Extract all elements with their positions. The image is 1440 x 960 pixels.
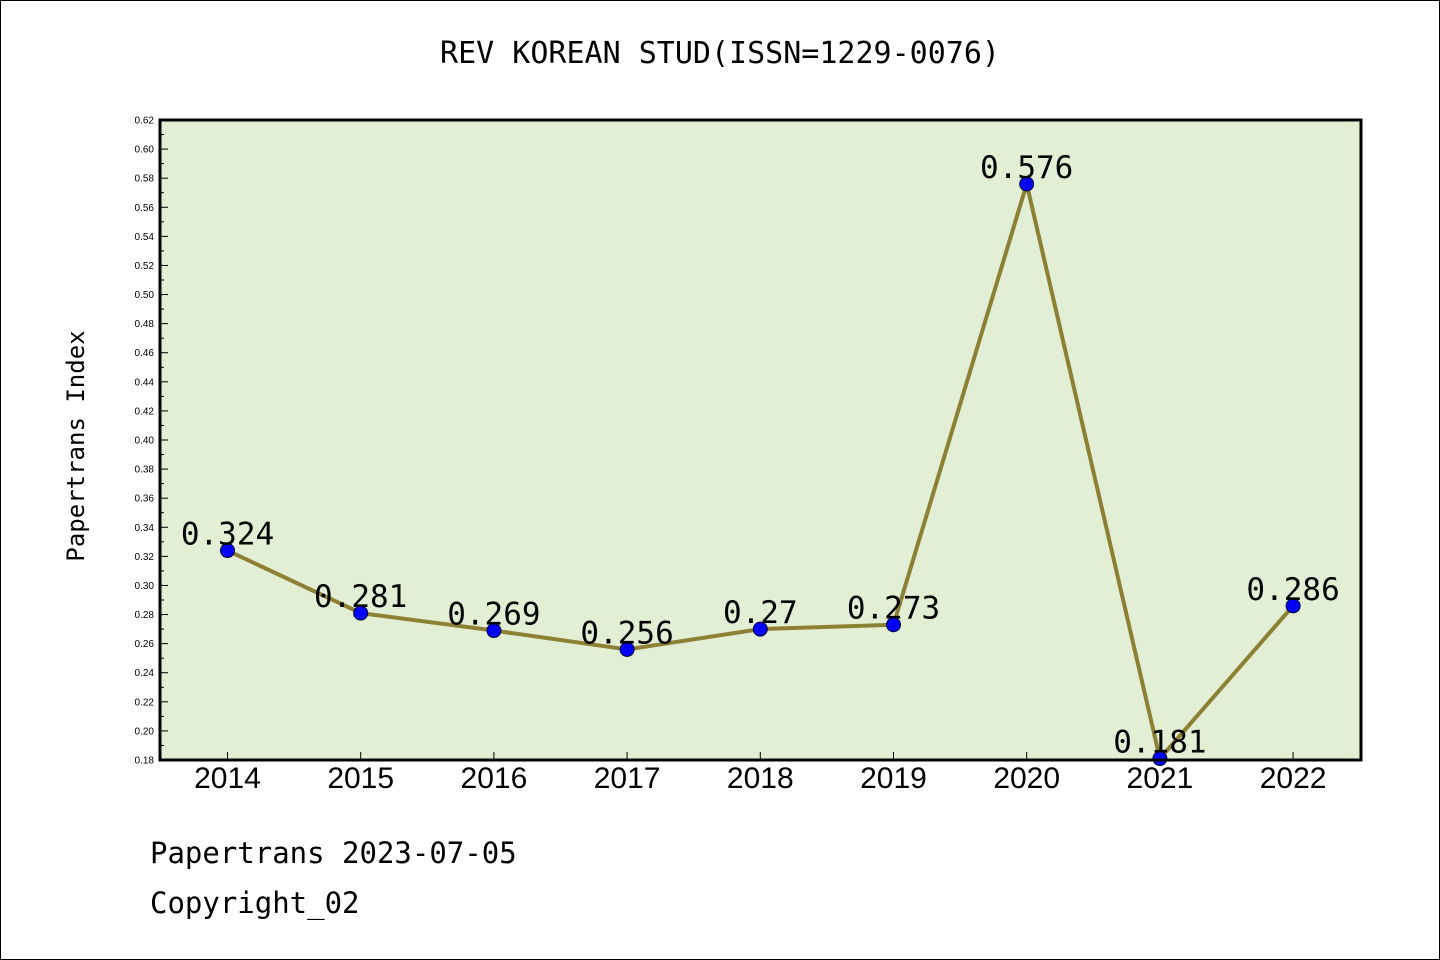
data-label: 0.273 [847, 591, 940, 627]
y-tick-label: 0.24 [135, 668, 155, 679]
y-tick-label: 0.18 [135, 756, 155, 767]
x-tick-label: 2021 [1127, 762, 1194, 795]
data-label: 0.269 [447, 597, 540, 633]
y-tick-label: 0.20 [135, 726, 155, 737]
footer-date: Papertrans 2023-07-05 [150, 836, 517, 870]
plot-border [158, 118, 1363, 762]
data-label: 0.256 [580, 615, 673, 651]
data-label: 0.576 [980, 150, 1073, 186]
footer-copyright: Copyright_02 [150, 886, 360, 920]
x-tick-label: 2018 [727, 762, 794, 795]
x-tick-label: 2014 [194, 762, 261, 795]
data-point [353, 605, 369, 621]
y-tick-label: 0.62 [135, 116, 155, 127]
data-label: 0.324 [181, 517, 274, 553]
y-tick-label: 0.52 [135, 261, 155, 272]
y-tick-label: 0.28 [135, 610, 155, 621]
x-tick-label: 2015 [327, 762, 394, 795]
y-tick-label: 0.56 [135, 203, 155, 214]
data-label: 0.281 [314, 579, 407, 615]
y-tick-label: 0.26 [135, 639, 155, 650]
x-tick-label: 2019 [860, 762, 927, 795]
y-tick-label: 0.30 [135, 581, 155, 592]
data-point [220, 543, 235, 559]
x-tick-label: 2016 [461, 762, 528, 795]
y-tick-label: 0.32 [135, 552, 155, 563]
y-tick-label: 0.42 [135, 406, 155, 417]
y-tick-label: 0.60 [135, 145, 155, 156]
y-tick-label: 0.58 [135, 174, 155, 185]
y-tick-label: 0.48 [135, 319, 155, 330]
chart-title: REV KOREAN STUD(ISSN=1229-0076) [440, 36, 1000, 71]
y-tick-label: 0.34 [135, 523, 155, 534]
y-tick-label: 0.40 [135, 436, 155, 447]
x-tick-label: 2022 [1260, 762, 1327, 795]
y-tick-label: 0.54 [135, 232, 155, 243]
data-point [619, 641, 635, 657]
data-label: 0.286 [1246, 572, 1339, 608]
x-tick-label: 2017 [594, 762, 661, 795]
plot-background [160, 120, 1361, 760]
data-point [886, 617, 901, 633]
x-tick-label: 2020 [993, 762, 1060, 795]
data-label: 0.27 [723, 595, 798, 631]
y-tick-label: 0.36 [135, 494, 155, 505]
data-point [752, 621, 768, 637]
data-point [486, 623, 502, 639]
y-tick-label: 0.38 [135, 465, 155, 476]
y-axis-label: Papertrans Index [62, 330, 90, 561]
y-tick-label: 0.50 [135, 290, 155, 301]
y-tick-label: 0.46 [135, 348, 155, 359]
y-tick-label: 0.22 [135, 697, 155, 708]
data-point [1019, 176, 1035, 192]
plot-area: 0.18 0.20 0.22 0.24 0.26 0.28 0.30 0.32 0.34 0.36… [62, 116, 1363, 795]
y-tick-label: 0.44 [135, 377, 155, 388]
data-point [1285, 598, 1301, 614]
data-label: 0.181 [1113, 725, 1206, 761]
